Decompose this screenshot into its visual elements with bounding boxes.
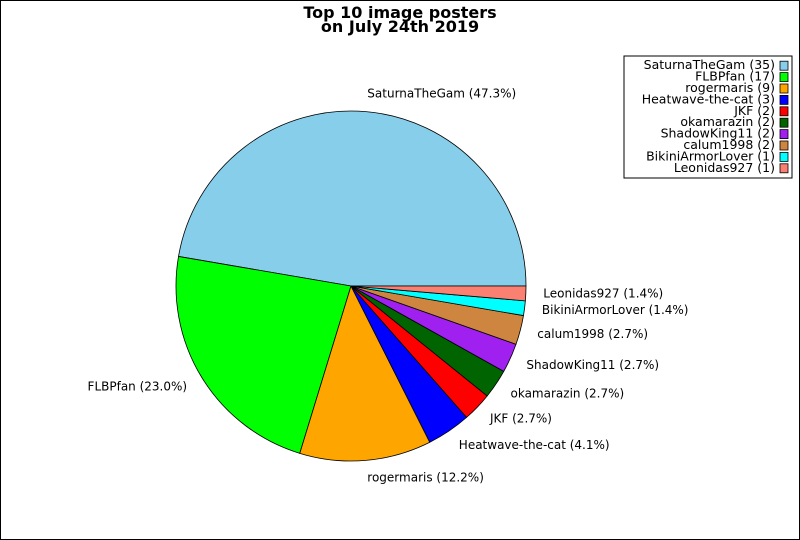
legend-entry-label: rogermaris (9) [685,80,775,95]
pie-slice-label: calum1998 (2.7%) [537,327,648,341]
pie-slice-label: Leonidas927 (1.4%) [543,287,663,301]
legend-swatch [779,129,789,140]
legend-swatch [779,151,789,162]
pie-slice-label: rogermaris (12.2%) [367,470,484,484]
legend-swatch [779,95,789,105]
pie-slice-label: Heatwave-the-cat (4.1%) [459,438,610,452]
legend-entry-label: ShadowKing11 (2) [661,126,775,141]
legend-swatch [779,140,789,151]
legend-swatch [779,83,789,94]
pie-slice-rogermaris [299,285,431,462]
legend-entry-label: Leonidas927 (1) [674,160,775,175]
pie-slice-label: BikiniArmorLover (1.4%) [542,303,689,317]
pie-slice-saturnathegam [178,110,527,287]
pie-slice-flbpfan [175,256,352,454]
legend-entry-label: calum1998 (2) [683,137,775,152]
pie-slice-label: FLBPfan (23.0%) [88,379,188,393]
legend-entry-label: okamarazin (2) [680,114,775,129]
chart-title-line-1: Top 10 image posters [303,3,496,22]
legend-entry-label: BikiniArmorLover (1) [646,148,775,163]
pie-slice-label: JKF (2.7%) [489,412,552,426]
pie-slice-leonidas927 [350,285,527,302]
pie-slice-label: ShadowKing11 (2.7%) [526,358,659,372]
legend-entry-label: SaturnaTheGam (35) [644,57,775,72]
legend-entry-label: FLBPfan (17) [695,69,775,84]
pie-slices [175,110,527,462]
legend-entry-label: JKF (2) [733,103,775,118]
chart-legend: SaturnaTheGam (35)FLBPfan (17)rogermaris… [623,55,793,179]
legend-swatch [779,106,789,117]
legend-swatch [779,117,789,128]
legend-swatch [779,163,789,174]
legend-entry-label: Heatwave-the-cat (3) [642,91,775,106]
pie-slice-label: okamarazin (2.7%) [511,386,625,400]
legend-swatch [779,60,789,71]
legend-frame [623,55,793,179]
pie-slice-labels: SaturnaTheGam (47.3%) FLBPfan (23.0%) roge… [88,87,689,485]
legend-swatch [779,72,789,82]
chart-title-line-2: on July 24th 2019 [321,17,479,36]
pie-slice-label: SaturnaTheGam (47.3%) [367,87,516,101]
